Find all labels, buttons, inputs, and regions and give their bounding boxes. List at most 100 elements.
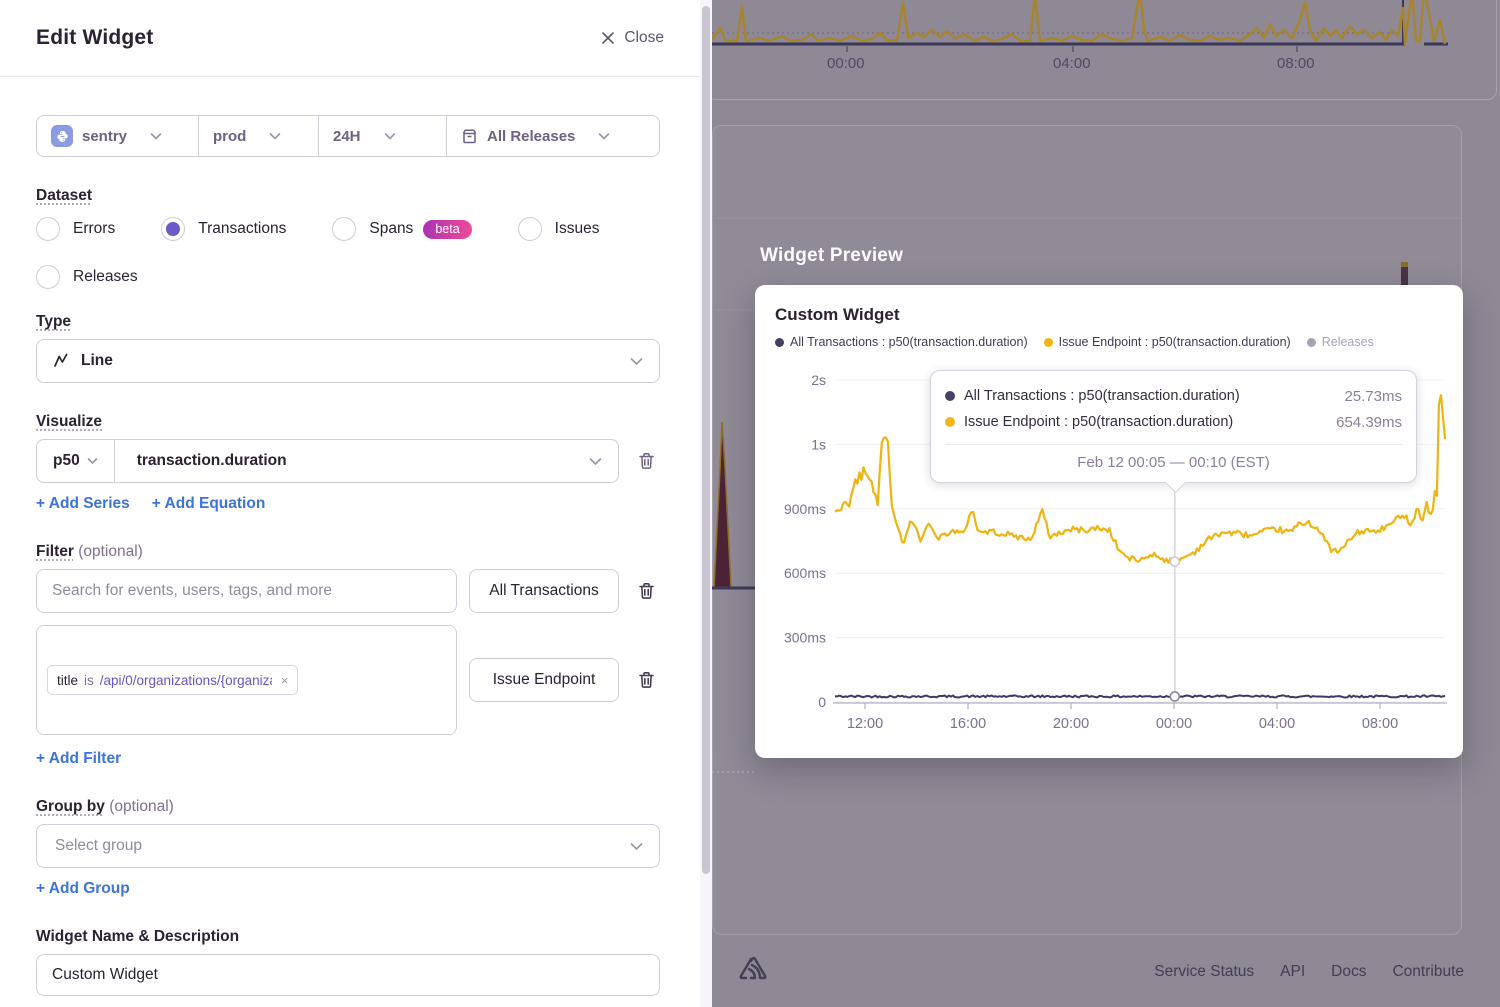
field-select[interactable]: transaction.duration	[115, 440, 618, 482]
filter-search-input[interactable]	[36, 569, 457, 613]
visualize-field-row: p50 transaction.duration	[36, 439, 619, 483]
dataset-option-transactions[interactable]: Transactions	[161, 217, 286, 241]
edit-widget-modal: Edit Widget Close sentry	[0, 0, 700, 1007]
radio-label: Transactions	[198, 220, 287, 237]
delete-series-button[interactable]	[633, 447, 660, 475]
footer-link-contribute[interactable]: Contribute	[1392, 963, 1464, 980]
search-token[interactable]: title is /api/0/organizations/{organizat…	[47, 665, 299, 695]
dataset-option-releases[interactable]: Releases	[36, 265, 138, 289]
date-range-filter-label: 24H	[333, 127, 361, 145]
chart-type-select[interactable]: Line	[36, 339, 660, 383]
radio-circle[interactable]	[36, 217, 60, 241]
legend-item[interactable]: Releases	[1306, 335, 1374, 349]
trash-icon	[639, 583, 654, 599]
close-button[interactable]: Close	[600, 29, 664, 47]
chevron-down-icon	[150, 132, 162, 140]
footer-link-service-status[interactable]: Service Status	[1154, 963, 1255, 980]
footer-link-docs[interactable]: Docs	[1331, 963, 1367, 980]
token-key: title	[57, 672, 79, 688]
radio-label: Errors	[73, 220, 116, 237]
legend-dot	[1306, 337, 1316, 347]
legend-dot	[1043, 337, 1053, 347]
python-project-icon	[51, 125, 73, 147]
group-by-select[interactable]: Select group	[36, 824, 660, 868]
background-x-tick-label: 00:00	[827, 55, 865, 72]
aggregate-select[interactable]: p50	[37, 440, 115, 482]
group-by-placeholder: Select group	[55, 837, 143, 854]
filter-alias-issue-endpoint[interactable]: Issue Endpoint	[469, 658, 619, 702]
field-value: transaction.duration	[136, 452, 287, 469]
delete-filter-button[interactable]	[633, 666, 660, 694]
legend-label: Issue Endpoint : p50(transaction.duratio…	[1058, 335, 1291, 349]
dataset-option-errors[interactable]: Errors	[36, 217, 115, 241]
filter-token-input[interactable]: title is /api/0/organizations/{organizat…	[36, 625, 457, 735]
trash-icon	[639, 453, 654, 469]
radio-circle[interactable]	[161, 217, 186, 241]
legend-label: Releases	[1321, 335, 1374, 349]
environment-filter-label: prod	[213, 127, 247, 145]
add-group-link[interactable]: + Add Group	[36, 880, 130, 897]
widget-preview-card: Custom Widget All Transactions : p50(tra…	[755, 285, 1463, 758]
beta-badge: beta	[423, 219, 472, 239]
delete-filter-button[interactable]	[633, 577, 660, 605]
dataset-label: Dataset	[36, 187, 92, 204]
radio-circle[interactable]	[36, 265, 60, 289]
background-x-tick-label: 08:00	[1277, 55, 1315, 72]
tooltip-series-dot	[945, 417, 955, 427]
legend-dot	[775, 337, 784, 347]
radio-label: Spans	[369, 220, 414, 237]
legend-label: All Transactions : p50(transaction.durat…	[790, 335, 1028, 349]
date-range-filter[interactable]: 24H	[319, 116, 447, 156]
radio-circle[interactable]	[517, 217, 542, 241]
chevron-down-icon	[384, 132, 396, 140]
svg-text:20:00: 20:00	[1053, 716, 1089, 732]
radio-label: Issues	[554, 220, 600, 237]
token-remove-icon[interactable]: ×	[280, 672, 289, 688]
project-filter-label: sentry	[82, 127, 128, 145]
releases-icon	[462, 129, 477, 143]
tooltip-timestamp: Feb 12 00:05 — 00:10 (EST)	[945, 444, 1402, 482]
dataset-options: Errors Transactions Spans beta Issues Release…	[36, 217, 660, 289]
widget-name-input[interactable]	[36, 954, 660, 996]
releases-filter-label: All Releases	[487, 127, 576, 145]
filter-label: Filter (optional)	[36, 543, 143, 560]
modal-title: Edit Widget	[36, 26, 154, 49]
svg-text:08:00: 08:00	[1362, 716, 1398, 732]
releases-filter[interactable]: All Releases	[447, 116, 659, 156]
type-label: Type	[36, 313, 72, 330]
project-filter[interactable]: sentry	[37, 116, 199, 156]
footer-links: Service Status API Docs Contribute	[1154, 963, 1464, 981]
footer-link-api[interactable]: API	[1280, 963, 1306, 980]
filter-alias-all-transactions[interactable]: All Transactions	[469, 569, 619, 613]
chevron-down-icon	[630, 842, 643, 851]
svg-text:600ms: 600ms	[784, 565, 826, 581]
add-equation-link[interactable]: + Add Equation	[151, 495, 266, 512]
svg-text:900ms: 900ms	[784, 501, 826, 517]
chevron-down-icon	[630, 357, 643, 366]
sentry-logo-icon[interactable]	[736, 952, 770, 986]
legend-item[interactable]: Issue Endpoint : p50(transaction.duratio…	[1043, 335, 1291, 349]
chevron-down-icon	[598, 132, 610, 140]
tooltip-row: Issue Endpoint : p50(transaction.duratio…	[945, 409, 1402, 435]
tooltip-row: All Transactions : p50(transaction.durat…	[945, 383, 1402, 409]
dataset-option-issues[interactable]: Issues	[517, 217, 600, 241]
radio-circle[interactable]	[332, 217, 357, 241]
environment-filter[interactable]: prod	[199, 116, 319, 156]
tooltip-series-dot	[945, 391, 955, 401]
modal-scrollbar-track[interactable]	[700, 0, 712, 1007]
add-series-link[interactable]: + Add Series	[36, 495, 130, 512]
legend-item[interactable]: All Transactions : p50(transaction.durat…	[775, 335, 1028, 349]
widget-name-label: Widget Name & Description	[36, 928, 240, 945]
dataset-option-spans[interactable]: Spans beta	[332, 217, 472, 241]
svg-text:00:00: 00:00	[1156, 716, 1192, 732]
tooltip-series-label: All Transactions : p50(transaction.durat…	[964, 388, 1240, 404]
svg-text:2s: 2s	[811, 372, 826, 388]
token-operator: is	[84, 672, 94, 688]
preview-line-chart[interactable]: 0 300ms 600ms 900ms 1s 2s 12:00 16:00 20:00 00:00…	[757, 287, 1465, 760]
add-filter-link[interactable]: + Add Filter	[36, 750, 122, 767]
tooltip-series-value: 25.73ms	[1344, 387, 1402, 405]
modal-scrollbar-thumb[interactable]	[702, 6, 710, 874]
chart-tooltip: All Transactions : p50(transaction.durat…	[930, 370, 1417, 494]
aggregate-value: p50	[53, 452, 80, 469]
